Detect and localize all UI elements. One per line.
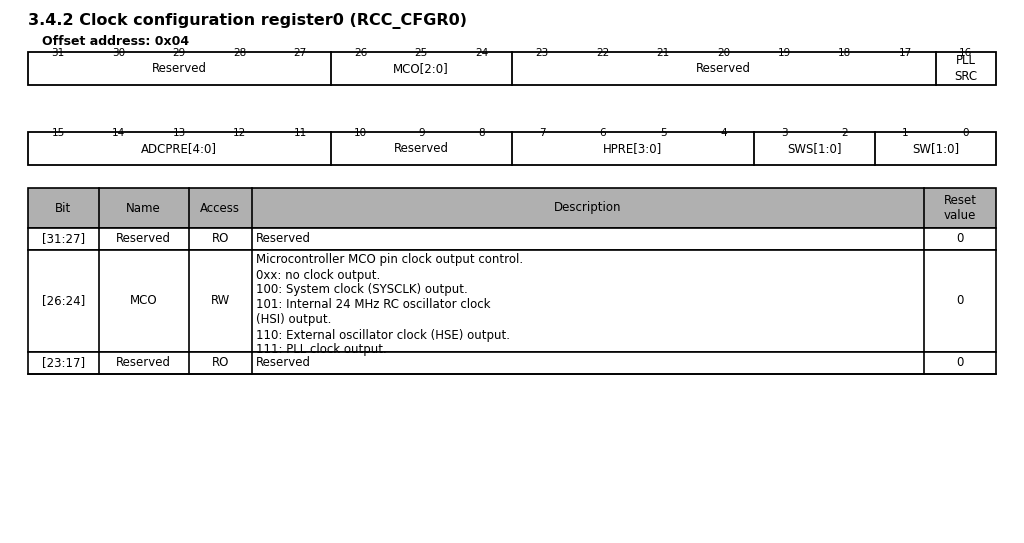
Text: 0: 0 bbox=[956, 294, 964, 307]
Text: Bit: Bit bbox=[55, 201, 72, 214]
Text: PLL
SRC: PLL SRC bbox=[954, 54, 977, 83]
Text: 0: 0 bbox=[956, 232, 964, 245]
Text: 15: 15 bbox=[51, 128, 65, 138]
Text: 12: 12 bbox=[233, 128, 247, 138]
Text: Reserved: Reserved bbox=[394, 142, 449, 155]
Text: [26:24]: [26:24] bbox=[42, 294, 85, 307]
Text: [31:27]: [31:27] bbox=[42, 232, 85, 245]
Text: 19: 19 bbox=[777, 48, 791, 58]
Bar bbox=[28, 352, 996, 374]
Text: SWS[1:0]: SWS[1:0] bbox=[787, 142, 842, 155]
Text: Offset address: 0x04: Offset address: 0x04 bbox=[42, 35, 189, 48]
Text: 3: 3 bbox=[781, 128, 787, 138]
Text: [23:17]: [23:17] bbox=[42, 356, 85, 369]
Text: 4: 4 bbox=[721, 128, 727, 138]
Bar bbox=[28, 52, 996, 85]
Text: MCO: MCO bbox=[130, 294, 158, 307]
Text: Reserved: Reserved bbox=[256, 356, 310, 369]
Bar bbox=[28, 188, 996, 228]
Text: Reserved: Reserved bbox=[152, 62, 207, 75]
Text: 20: 20 bbox=[717, 48, 730, 58]
Text: 8: 8 bbox=[478, 128, 485, 138]
Text: 5: 5 bbox=[659, 128, 667, 138]
Text: Reserved: Reserved bbox=[256, 232, 310, 245]
Text: 23: 23 bbox=[536, 48, 549, 58]
Text: 9: 9 bbox=[418, 128, 425, 138]
Bar bbox=[28, 249, 996, 352]
Text: 18: 18 bbox=[838, 48, 851, 58]
Text: 28: 28 bbox=[233, 48, 247, 58]
Text: 17: 17 bbox=[899, 48, 912, 58]
Bar bbox=[28, 132, 996, 165]
Text: 24: 24 bbox=[475, 48, 488, 58]
Text: Reserved: Reserved bbox=[696, 62, 752, 75]
Text: 6: 6 bbox=[599, 128, 606, 138]
Text: HPRE[3:0]: HPRE[3:0] bbox=[603, 142, 663, 155]
Text: 13: 13 bbox=[173, 128, 186, 138]
Text: 31: 31 bbox=[51, 48, 65, 58]
Text: Reserved: Reserved bbox=[116, 232, 171, 245]
Text: 22: 22 bbox=[596, 48, 609, 58]
Text: 3.4.2 Clock configuration register0 (RCC_CFGR0): 3.4.2 Clock configuration register0 (RCC… bbox=[28, 13, 467, 29]
Text: ADCPRE[4:0]: ADCPRE[4:0] bbox=[141, 142, 217, 155]
Text: 21: 21 bbox=[656, 48, 670, 58]
Text: 1: 1 bbox=[902, 128, 908, 138]
Text: Reserved: Reserved bbox=[116, 356, 171, 369]
Text: MCO[2:0]: MCO[2:0] bbox=[393, 62, 450, 75]
Text: 14: 14 bbox=[112, 128, 125, 138]
Text: Microcontroller MCO pin clock output control.
0xx: no clock output.
100: System : Microcontroller MCO pin clock output con… bbox=[256, 254, 522, 357]
Text: 0: 0 bbox=[963, 128, 969, 138]
Bar bbox=[28, 228, 996, 249]
Text: 27: 27 bbox=[294, 48, 307, 58]
Text: 29: 29 bbox=[173, 48, 186, 58]
Text: RO: RO bbox=[212, 232, 228, 245]
Text: Name: Name bbox=[126, 201, 161, 214]
Text: Description: Description bbox=[554, 201, 622, 214]
Text: 11: 11 bbox=[294, 128, 307, 138]
Text: 26: 26 bbox=[354, 48, 368, 58]
Text: 16: 16 bbox=[959, 48, 973, 58]
Text: 10: 10 bbox=[354, 128, 368, 138]
Text: 25: 25 bbox=[415, 48, 428, 58]
Text: 2: 2 bbox=[842, 128, 848, 138]
Text: 0: 0 bbox=[956, 356, 964, 369]
Text: 7: 7 bbox=[539, 128, 546, 138]
Text: 30: 30 bbox=[113, 48, 125, 58]
Text: SW[1:0]: SW[1:0] bbox=[912, 142, 959, 155]
Text: RO: RO bbox=[212, 356, 228, 369]
Text: RW: RW bbox=[211, 294, 229, 307]
Text: Access: Access bbox=[200, 201, 241, 214]
Text: Reset
value: Reset value bbox=[944, 194, 977, 222]
